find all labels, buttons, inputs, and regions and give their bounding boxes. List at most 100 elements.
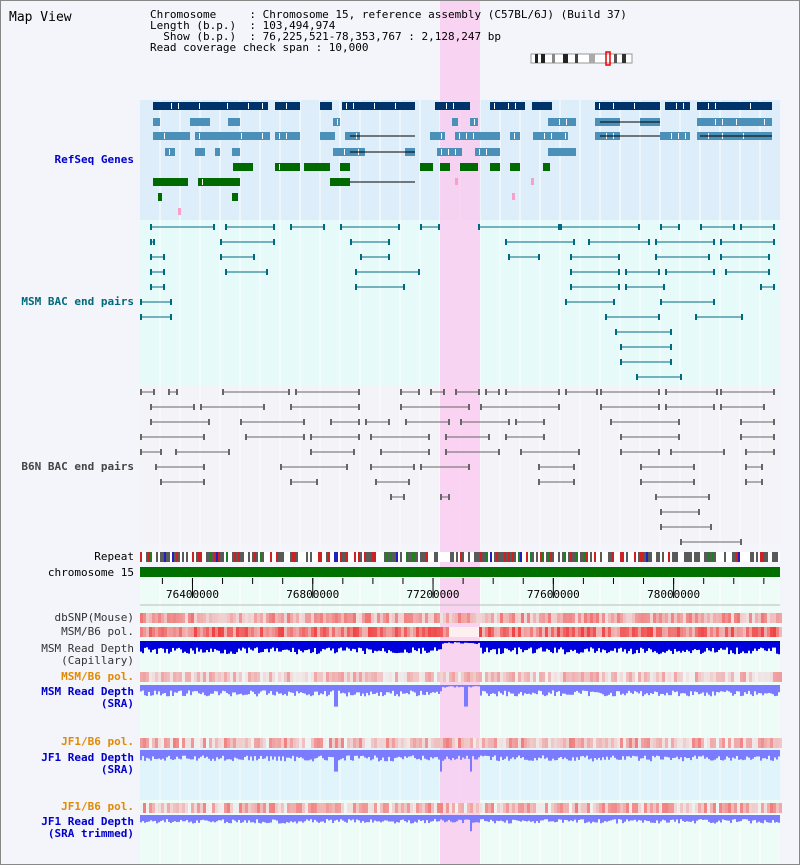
depth-bar <box>444 750 446 760</box>
heat-cell <box>719 672 722 682</box>
repeat-element <box>738 552 740 562</box>
heat-cell <box>476 803 479 813</box>
depth-bar <box>632 641 634 655</box>
exon-break <box>199 133 200 139</box>
depth-bar <box>550 641 552 652</box>
heat-cell <box>329 672 332 682</box>
depth-bar <box>294 685 296 696</box>
depth-bar <box>172 750 174 761</box>
heat-cell <box>158 803 161 813</box>
depth-bar <box>370 641 372 650</box>
heat-cell <box>278 803 281 813</box>
heat-cell <box>710 613 713 623</box>
track-label-refseq[interactable]: RefSeq Genes <box>54 153 134 166</box>
heat-cell <box>491 803 494 813</box>
exon-break <box>248 103 249 109</box>
heat-cell <box>266 803 269 813</box>
heat-cell <box>572 738 575 748</box>
exon-break <box>202 179 203 185</box>
heat-cell <box>707 613 710 623</box>
depth-bar <box>300 685 302 693</box>
depth-bar <box>668 641 670 650</box>
track-label-msm-bac[interactable]: MSM BAC end pairs <box>21 295 134 308</box>
heat-cell <box>476 627 479 637</box>
depth-bar <box>290 750 292 759</box>
depth-bar <box>520 685 522 692</box>
depth-bar <box>650 750 652 762</box>
depth-bar <box>704 641 706 652</box>
heat-cell <box>257 672 260 682</box>
depth-bar <box>660 815 662 822</box>
depth-bar <box>656 750 658 756</box>
bac-end <box>520 449 522 455</box>
depth-bar <box>410 815 412 824</box>
heat-cell <box>146 672 149 682</box>
depth-bar <box>638 750 640 761</box>
repeat-element <box>508 552 510 562</box>
depth-bar <box>432 815 434 822</box>
heat-cell <box>728 672 731 682</box>
repeat-element <box>732 552 734 562</box>
heat-cell <box>674 613 677 623</box>
bac-end <box>745 479 747 485</box>
depth-bar <box>244 750 246 757</box>
depth-bar <box>732 750 734 758</box>
repeat-element <box>182 552 184 562</box>
depth-bar <box>462 815 464 824</box>
heat-cell <box>437 672 440 682</box>
repeat-element <box>704 552 706 562</box>
depth-bar <box>606 641 608 654</box>
track-label-b6n-bac[interactable]: B6N BAC end pairs <box>21 460 134 473</box>
bac-end <box>508 419 510 425</box>
depth-bar <box>738 641 740 655</box>
depth-bar <box>242 641 244 648</box>
heat-cell <box>623 803 626 813</box>
heat-cell <box>140 627 143 637</box>
repeat-element <box>776 552 778 562</box>
depth-bar <box>386 750 388 762</box>
depth-bar <box>450 815 452 822</box>
repeat-element <box>484 552 486 562</box>
heat-cell <box>317 627 320 637</box>
repeat-element <box>234 552 236 562</box>
exon-break <box>241 133 242 139</box>
heat-cell <box>425 613 428 623</box>
heat-cell <box>305 672 308 682</box>
depth-bar <box>254 641 256 649</box>
bac-end <box>273 224 275 230</box>
depth-bar <box>368 815 370 823</box>
heat-cell <box>677 738 680 748</box>
heat-cell <box>662 627 665 637</box>
depth-bar <box>320 685 322 694</box>
bac-end <box>203 479 205 485</box>
heat-cell <box>185 803 188 813</box>
heat-cell <box>329 803 332 813</box>
heat-cell <box>467 672 470 682</box>
depth-bar <box>716 750 718 759</box>
heat-cell <box>383 627 386 637</box>
heat-cell <box>635 738 638 748</box>
heat-cell <box>185 672 188 682</box>
heat-cell <box>614 613 617 623</box>
heat-cell <box>683 613 686 623</box>
heat-cell <box>536 613 539 623</box>
depth-bar <box>170 685 172 691</box>
heat-cell <box>140 738 143 748</box>
heat-cell <box>707 803 710 813</box>
heat-cell <box>275 803 278 813</box>
repeat-element <box>420 552 422 562</box>
depth-bar <box>178 815 180 822</box>
depth-bar <box>604 685 606 697</box>
depth-bar <box>598 815 600 820</box>
heat-cell <box>671 627 674 637</box>
depth-bar <box>772 750 774 761</box>
heat-cell <box>593 672 596 682</box>
repeat-element <box>452 552 454 562</box>
depth-bar <box>156 750 158 760</box>
heat-cell <box>320 738 323 748</box>
bac-end <box>413 464 415 470</box>
repeat-element <box>572 552 574 562</box>
depth-bar <box>580 815 582 820</box>
depth-bar <box>688 750 690 758</box>
depth-bar <box>380 641 382 652</box>
